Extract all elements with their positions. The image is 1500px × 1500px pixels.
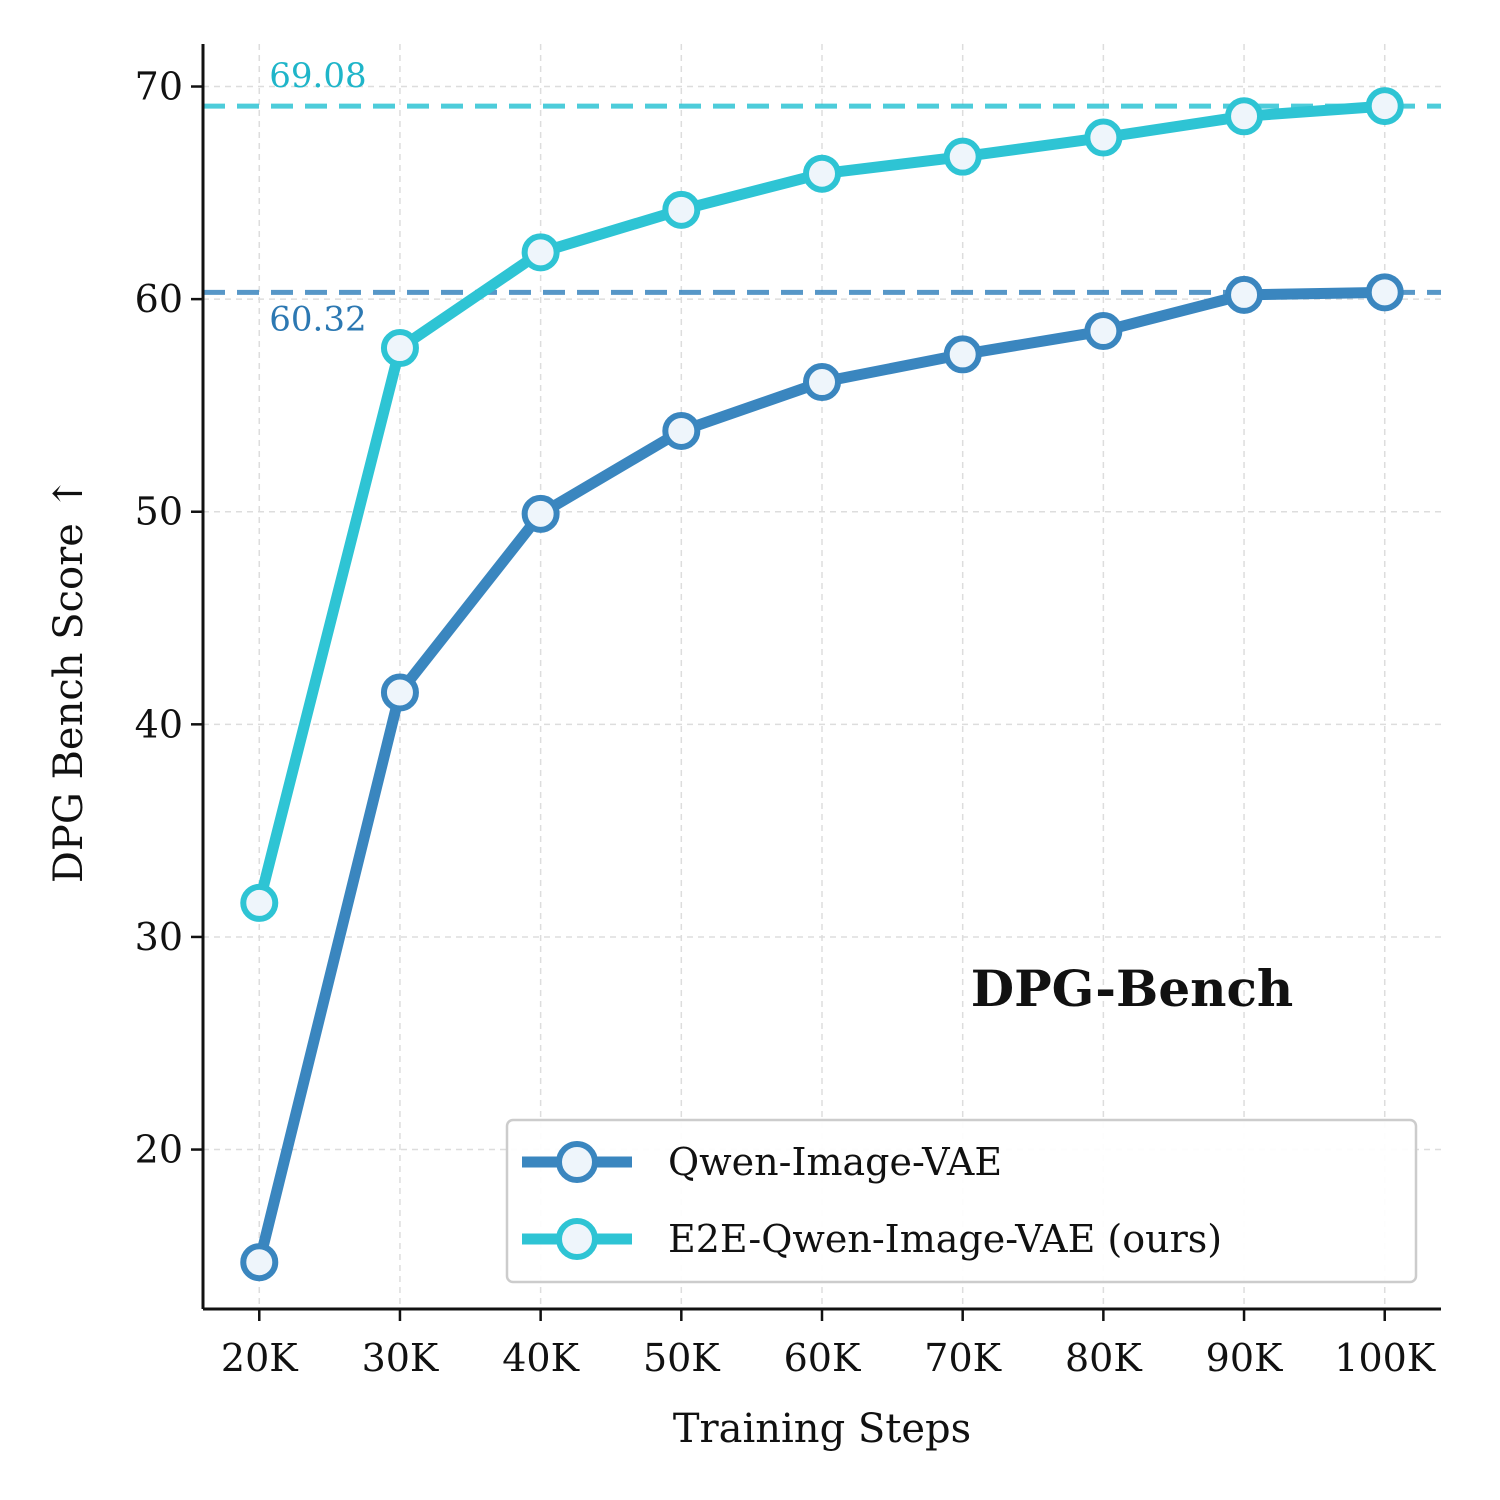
data-point — [380, 329, 419, 368]
x-tick-label: 50K — [643, 1336, 720, 1380]
y-ticks: 20 30 40 50 60 70 — [135, 65, 203, 1172]
data-point — [662, 411, 701, 450]
y-axis-title: DPG Bench Score ↑ — [46, 477, 92, 883]
data-point — [1225, 97, 1264, 136]
y-tick-label: 70 — [135, 65, 183, 109]
legend-marker — [556, 1141, 598, 1183]
data-point — [240, 1243, 279, 1282]
y-tick-label: 60 — [135, 277, 183, 321]
legend-label: E2E-Qwen-Image-VAE (ours) — [668, 1217, 1222, 1261]
data-point — [1365, 273, 1404, 312]
x-tick-label: 60K — [784, 1336, 861, 1380]
legend-label: Qwen-Image-VAE — [668, 1140, 1002, 1184]
x-tick-label: 80K — [1065, 1336, 1142, 1380]
reference-label: 69.08 — [269, 56, 366, 96]
x-tick-label: 40K — [502, 1336, 579, 1380]
legend-marker — [556, 1218, 598, 1260]
data-point — [521, 494, 560, 533]
data-point — [521, 233, 560, 272]
reference-label: 60.32 — [269, 299, 366, 339]
x-axis-title: Training Steps — [673, 1406, 971, 1452]
y-tick-label: 40 — [135, 702, 183, 746]
x-tick-label: 70K — [924, 1336, 1001, 1380]
series-group — [240, 87, 1404, 1282]
data-point — [1365, 87, 1404, 126]
x-tick-label: 90K — [1206, 1336, 1283, 1380]
legend-box — [505, 1118, 1418, 1284]
data-point — [943, 335, 982, 374]
x-tick-label: 100K — [1334, 1336, 1436, 1380]
y-tick-label: 20 — [135, 1128, 183, 1172]
data-point — [1084, 312, 1123, 351]
x-tick-label: 30K — [362, 1336, 439, 1380]
data-point — [1084, 118, 1123, 157]
data-point — [380, 673, 419, 712]
data-point — [1225, 275, 1264, 314]
data-point — [803, 363, 841, 402]
x-ticks: 20K 30K 40K 50K 60K 70K 80K 90K 100K — [221, 1309, 1436, 1380]
x-tick-label: 20K — [221, 1336, 298, 1380]
legend: Qwen-Image-VAE E2E-Qwen-Image-VAE (ours) — [505, 1118, 1418, 1284]
data-point — [240, 883, 279, 922]
data-point — [943, 137, 982, 176]
data-point — [662, 190, 701, 229]
y-tick-label: 50 — [135, 490, 183, 534]
in-plot-title: DPG-Bench — [971, 959, 1294, 1018]
y-tick-label: 30 — [135, 915, 183, 959]
data-point — [803, 154, 841, 193]
